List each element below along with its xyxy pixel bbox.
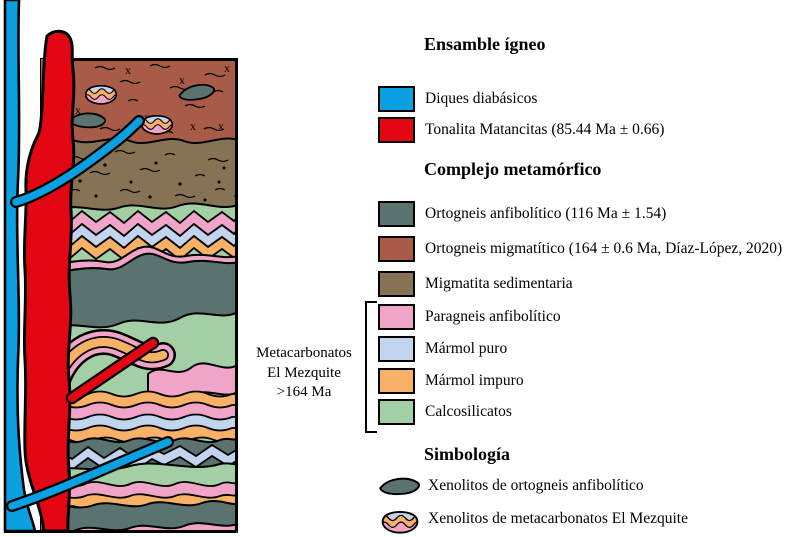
red-dike-branch: [65, 336, 160, 405]
legend-item-diabase-dikes: Diques diabásicos: [378, 85, 537, 113]
legend-item-amphibolitic-orthogneiss: Ortogneis anfibolítico (116 Ma ± 1.54): [378, 200, 666, 228]
legend-item-label: Paragneis anfibolítico: [425, 308, 561, 325]
legend-item-label: Ortogneis anfibolítico (116 Ma ± 1.54): [425, 205, 667, 222]
legend-item-label: Migmatita sedimentaria: [425, 275, 573, 292]
tonalite-body: [22, 29, 76, 533]
legend-item-label: Tonalita Matancitas (85.44 Ma ± 0.66): [425, 121, 665, 138]
svg-text:x: x: [224, 61, 230, 75]
color-swatch: [378, 368, 415, 394]
color-swatch: [378, 201, 415, 227]
layered-xenolith-icon: [378, 504, 422, 534]
legend-item-migmatitic-orthogneiss: Ortogneis migmatítico (164 ± 0.6 Ma, Día…: [378, 235, 782, 263]
legend-item-dark-xenoliths: Xenolitos de ortogneis anfibolítico: [378, 471, 644, 501]
legend-item-label: Calcosilicatos: [425, 403, 512, 420]
dark-xenolith-icon: [379, 477, 420, 496]
legend-item-impure-marble: Mármol impuro: [378, 367, 524, 395]
svg-text:x: x: [75, 103, 81, 117]
blue-dike-branch-lower: [6, 436, 174, 512]
metacarbonates-annotation: Metacarbonatos El Mezquite >164 Ma: [256, 345, 352, 400]
column-border: [4, 58, 238, 533]
color-swatch: [378, 271, 415, 297]
svg-text:x: x: [179, 73, 185, 87]
legend-item-amphibolitic-paragneiss: Paragneis anfibolítico: [378, 303, 561, 331]
legend-item-label: Xenolitos de metacarbonatos El Mezquite: [428, 510, 688, 527]
color-swatch: [378, 86, 415, 112]
color-swatch: [378, 304, 415, 330]
legend-item-tonalite: Tonalita Matancitas (85.44 Ma ± 0.66): [378, 116, 664, 144]
metamorphic-heading: Complejo metamórfico: [424, 159, 602, 179]
stratigraphic-column: xx xx xx x: [3, 0, 238, 533]
blue-dike-branch-upper: [10, 115, 145, 208]
svg-text:x: x: [190, 119, 196, 133]
legend-item-label: Mármol puro: [425, 340, 508, 357]
color-swatch: [378, 399, 415, 425]
legend-item-layered-xenoliths: Xenolitos de metacarbonatos El Mezquite: [378, 504, 688, 534]
svg-text:x: x: [218, 119, 224, 133]
legend-item-calcsilicates: Calcosilicatos: [378, 398, 512, 426]
color-swatch: [378, 117, 415, 143]
igneous-heading: Ensamble ígneo: [424, 34, 546, 54]
svg-text:x: x: [125, 63, 131, 77]
metacarbonates-bracket: [365, 301, 377, 433]
legend-item-sedimentary-migmatite: Migmatita sedimentaria: [378, 270, 573, 298]
symbols-heading: Simbología: [424, 444, 511, 464]
legend-item-label: Diques diabásicos: [425, 90, 538, 107]
legend-item-label: Mármol impuro: [425, 372, 524, 389]
legend-item-pure-marble: Mármol puro: [378, 335, 507, 363]
dark-band-2: [40, 500, 238, 533]
strata-layers: xx xx xx x: [40, 58, 238, 533]
color-swatch: [378, 236, 415, 262]
legend-item-label: Xenolitos de ortogneis anfibolítico: [428, 477, 644, 494]
color-swatch: [378, 336, 415, 362]
legend-item-label: Ortogneis migmatítico (164 ± 0.6 Ma, Día…: [425, 240, 783, 257]
